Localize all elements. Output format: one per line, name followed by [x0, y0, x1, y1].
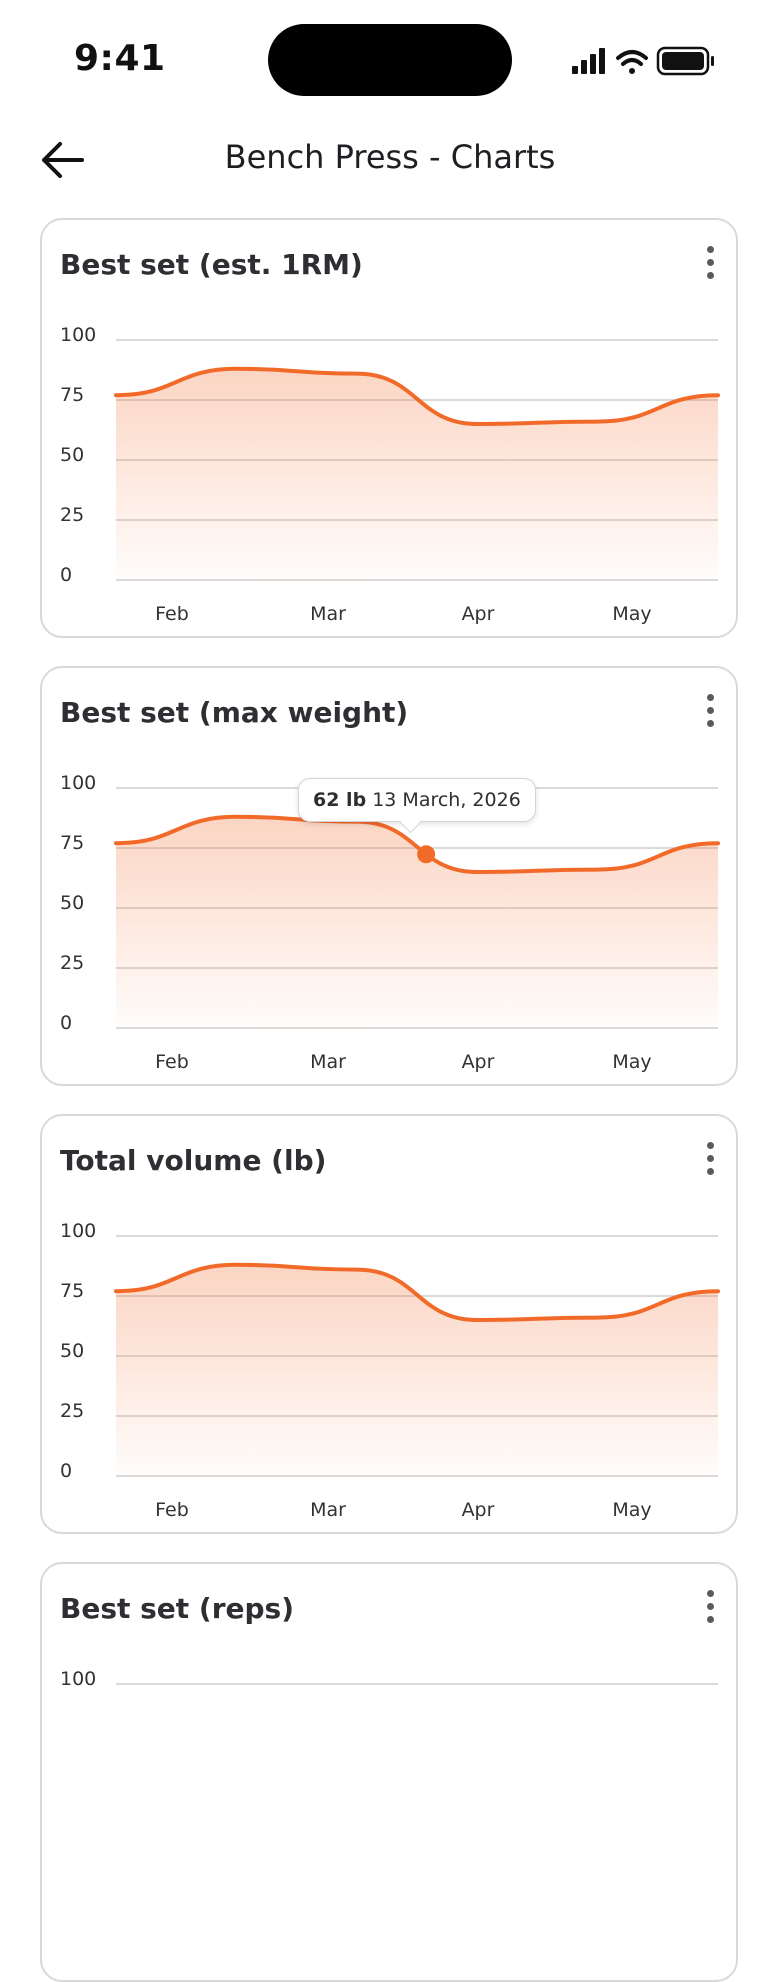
x-tick-label: Feb — [155, 603, 189, 625]
series-line[interactable] — [114, 366, 720, 427]
y-tick-label: 0 — [60, 1012, 72, 1034]
kebab-dot — [706, 707, 714, 714]
more-options-button[interactable] — [692, 1136, 728, 1188]
card-title: Best set (max weight) — [60, 696, 409, 729]
y-tick-label: 100 — [60, 772, 96, 794]
chart-card: Best set (max weight) 100 75 50 25 0 Feb Mar Ap… — [40, 666, 738, 1086]
y-tick-label: 75 — [60, 384, 84, 406]
cellular-signal-icon — [572, 48, 605, 74]
status-bar: 9:41 — [0, 0, 780, 110]
y-tick-label: 0 — [60, 1460, 72, 1482]
y-tick-label: 25 — [60, 952, 84, 974]
y-tick-label: 100 — [60, 1220, 96, 1242]
y-tick-label: 50 — [60, 892, 84, 914]
chart-area: 100 75 50 25 0 Feb Mar Apr May — [60, 772, 720, 1073]
series-line[interactable] — [114, 814, 720, 875]
kebab-dot — [706, 259, 714, 266]
kebab-dot — [706, 694, 714, 701]
y-tick-label: 25 — [60, 504, 84, 526]
chart-card: Best set (reps) 100 — [40, 1562, 738, 1982]
kebab-dot — [706, 720, 714, 727]
series-area — [116, 1264, 718, 1476]
arrow-left-icon — [42, 142, 84, 178]
data-point-marker[interactable] — [417, 845, 436, 864]
dynamic-island — [268, 24, 512, 96]
more-options-button[interactable] — [692, 688, 728, 740]
y-tick-label: 50 — [60, 444, 84, 466]
chart-area: 100 75 50 25 0 Feb Mar Apr May — [60, 1220, 720, 1521]
card-title: Best set (reps) — [60, 1592, 295, 1625]
chart-tooltip: 62 lb 13 March, 2026 — [298, 778, 536, 834]
kebab-dot — [706, 1155, 714, 1162]
x-tick-label: May — [612, 1499, 651, 1521]
page-title: Bench Press - Charts — [224, 138, 556, 176]
card-title: Total volume (lb) — [60, 1144, 327, 1177]
x-tick-label: Feb — [155, 1051, 189, 1073]
x-tick-label: Mar — [310, 603, 346, 625]
kebab-dot — [706, 1142, 714, 1149]
x-tick-label: May — [612, 603, 651, 625]
x-tick-label: May — [612, 1051, 651, 1073]
more-options-button[interactable] — [692, 1584, 728, 1636]
x-tick-label: Mar — [310, 1499, 346, 1521]
status-icons — [572, 46, 714, 76]
more-options-button[interactable] — [692, 240, 728, 292]
y-tick-label: 100 — [60, 1668, 96, 1690]
kebab-dot — [706, 1590, 714, 1597]
back-button[interactable] — [36, 136, 92, 184]
battery-icon — [656, 46, 714, 76]
chart-area: 100 75 50 25 0 Feb Mar Apr May — [60, 324, 720, 625]
card-title: Best set (est. 1RM) — [60, 248, 363, 281]
x-tick-label: Apr — [462, 1051, 495, 1073]
y-tick-label: 50 — [60, 1340, 84, 1362]
series-line[interactable] — [114, 1262, 720, 1323]
y-tick-label: 75 — [60, 832, 84, 854]
x-tick-label: Feb — [155, 1499, 189, 1521]
kebab-dot — [706, 272, 714, 279]
wifi-icon — [616, 50, 648, 74]
x-tick-label: Apr — [462, 1499, 495, 1521]
tooltip-date: 13 March, 2026 — [372, 789, 521, 811]
kebab-dot — [706, 1616, 714, 1623]
chart-area: 100 — [60, 1668, 718, 1690]
tooltip-value: 62 lb — [313, 789, 367, 811]
page-header: Bench Press - Charts — [0, 120, 780, 200]
series-area — [116, 816, 718, 1028]
kebab-dot — [706, 246, 714, 253]
y-tick-label: 75 — [60, 1280, 84, 1302]
chart-card: Best set (est. 1RM) 100 75 50 25 0 Feb Mar Apr M… — [40, 218, 738, 638]
kebab-dot — [706, 1603, 714, 1610]
x-tick-label: Mar — [310, 1051, 346, 1073]
series-area — [116, 368, 718, 580]
chart-card: Total volume (lb) 100 75 50 25 0 Feb Mar Apr May — [40, 1114, 738, 1534]
y-tick-label: 25 — [60, 1400, 84, 1422]
x-tick-label: Apr — [462, 603, 495, 625]
y-tick-label: 100 — [60, 324, 96, 346]
y-tick-label: 0 — [60, 564, 72, 586]
status-time: 9:41 — [74, 38, 166, 79]
kebab-dot — [706, 1168, 714, 1175]
